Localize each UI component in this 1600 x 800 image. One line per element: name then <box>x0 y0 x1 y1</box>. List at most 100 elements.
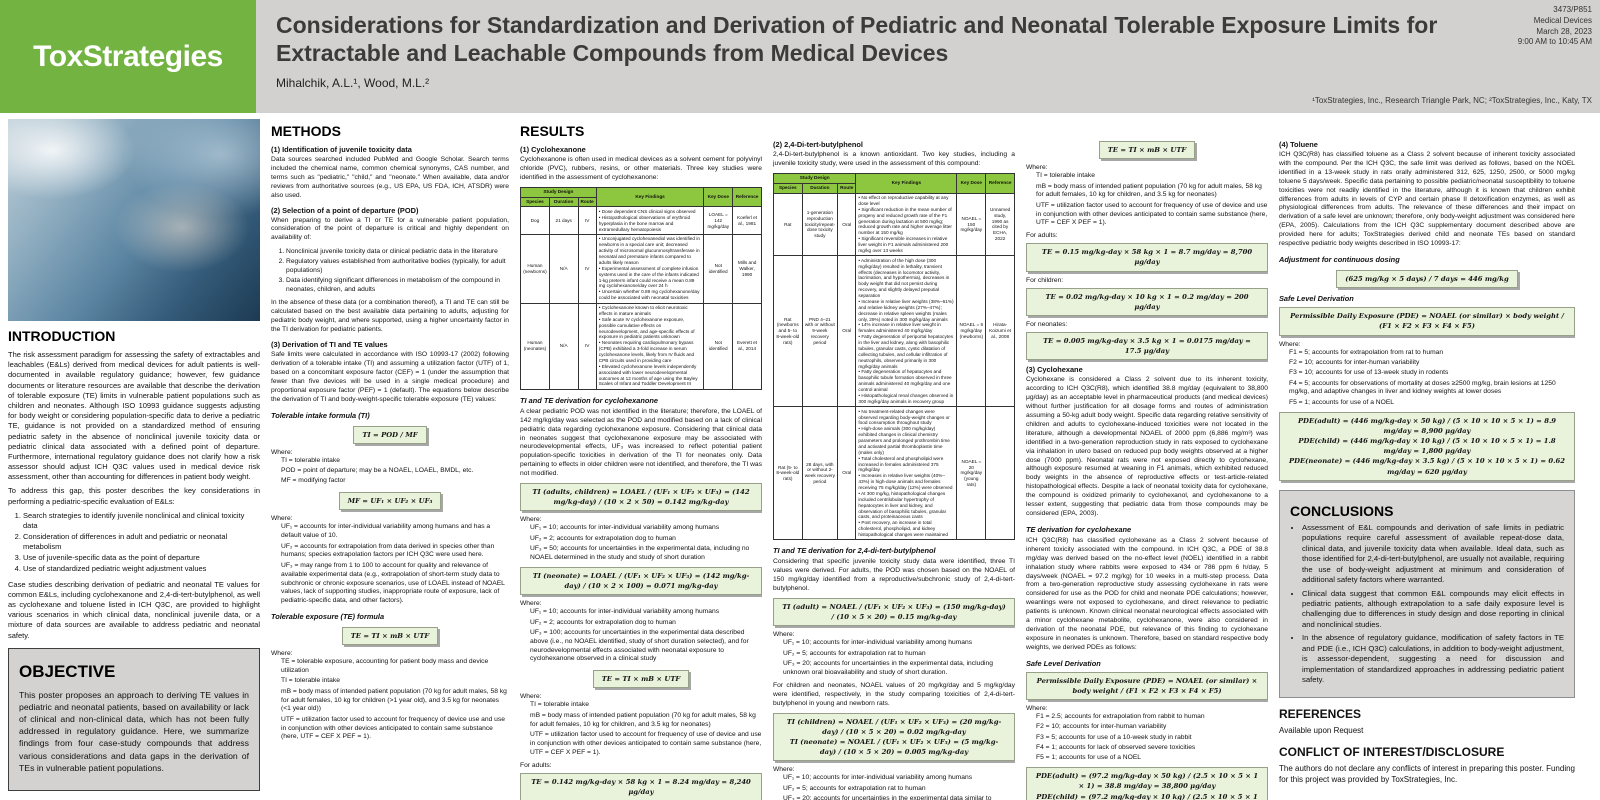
th-key-findings: Key Findings <box>595 186 705 208</box>
cyclohexanone-ti-neonate-formula: TI (neonate) = LOAEL / (UF₁ × UF₂ × UF₃)… <box>520 566 762 596</box>
list-item: TI = tolerable intake <box>530 701 589 709</box>
table-cell: Not identified <box>703 233 734 304</box>
methods-s3-text: Safe limits were calculated in accordanc… <box>271 351 509 403</box>
list-item: Use of standardized pediatric weight adj… <box>23 564 260 574</box>
list-item: F3 = 10; accounts for use of 13-week stu… <box>1289 369 1449 377</box>
table-cell: N/A <box>548 233 579 304</box>
mf-where-list: UF₁ = accounts for inter-individual vari… <box>271 523 509 606</box>
table-cell: Rat (5- to 8-week-old rats) <box>773 406 803 541</box>
table-cell: Oral <box>837 406 857 541</box>
cyclohexanone-ti-neonate-where: UF₁ = 10; accounts for inter-individual … <box>520 608 762 664</box>
conclusions-heading: CONCLUSIONS <box>1290 502 1394 519</box>
table-cell: Koeferl et al., 1981 <box>732 206 762 235</box>
list-item: mB = body mass of intended patient popul… <box>1036 182 1262 199</box>
list-item: UF₁ = 10; accounts for inter-individual … <box>530 524 720 532</box>
list-item: F4 = 1; accounts for lack of observed se… <box>1036 744 1196 752</box>
table-cell: • Cyclohexanone known to elicit neurotox… <box>595 302 705 390</box>
cyclohexanone-intro: Cyclohexanone is often used in medical d… <box>520 156 762 181</box>
references-text: Available upon Request <box>1279 725 1364 735</box>
list-item: F3 = 5; accounts for use of a 10-week st… <box>1036 733 1192 741</box>
poster-title: Considerations for Standardization and D… <box>276 12 1438 67</box>
column-results-3: TE = TI × mB × UTF Where: TI = tolerable… <box>1026 119 1268 800</box>
methods-s1-text: Data sources searched included PubMed an… <box>271 156 509 199</box>
introduction-paragraph: To address this gap, this poster describ… <box>8 486 260 506</box>
te-formula: TE = TI × mB × UTF <box>341 627 439 646</box>
poster-number: 3473/P851 <box>1553 5 1592 14</box>
table-cell: Dog <box>520 206 550 235</box>
list-item: UF₃ = may range from 1 to 100 to account… <box>281 561 505 605</box>
table-cell: Mills and Walker, 1990 <box>732 233 762 304</box>
th-key-dose: Key Dose <box>703 186 734 208</box>
where-label: Where: <box>520 600 542 608</box>
th-key-findings: Key Findings <box>855 172 958 194</box>
toluene-f-where: F1 = 5; accounts for extrapolation from … <box>1279 349 1575 408</box>
for-children-label: For children: <box>1026 276 1064 284</box>
list-item: Use of juvenile-specific data as the poi… <box>23 553 260 563</box>
where-label: Where: <box>271 650 293 658</box>
cyclohexane-f-where: F1 = 2.5; accounts for extrapolation fro… <box>1026 713 1268 763</box>
cyclohexanone-derivation-heading: TI and TE derivation for cyclohexanone <box>520 395 658 405</box>
objective-text: This poster proposes an approach to deri… <box>19 689 249 773</box>
list-item: TE = tolerable exposure, accounting for … <box>281 658 489 675</box>
cyclohexanone-derivation-text: A clear pediatric POD was not identified… <box>520 407 762 478</box>
where-label: Where: <box>773 631 795 639</box>
methods-s2-title: (2) Selection of a point of departure (P… <box>271 205 419 215</box>
toluene-pde-results: PDE(adult) = (446 mg/kg-day × 50 kg) / (… <box>1279 411 1575 481</box>
dtbp-cn-where: UF₁ = 10; accounts for inter-individual … <box>773 774 1015 800</box>
table-row: Human (neonates) N/A IV • Cyclohexanone kno… <box>520 302 762 390</box>
dtbp-ti-children-formula: TI (children) = NOAEL / (UF₁ × UF₂ × UF₃… <box>786 717 1002 736</box>
conflict-text: The authors do not declare any conflicts… <box>1279 763 1575 785</box>
cyclohexane-pde-child: PDE(child) = (97.2 mg/kg-day × 10 kg) / … <box>1036 792 1258 800</box>
table-cell: Everett et al., 2014 <box>732 302 762 390</box>
list-item: mB = body mass of intended patient popul… <box>281 687 507 713</box>
cyclohexanone-te-adults: TE = 0.142 mg/kg-day × 58 kg × 1 = 8.24 … <box>520 772 762 800</box>
table-cell: Oral <box>837 255 857 408</box>
list-item: F5 = 1; accounts for use of a NOEL <box>1036 754 1142 762</box>
cyclohexanone-key-studies-table: Study Design Key Findings Key Dose Refer… <box>520 186 762 390</box>
where-label: Where: <box>1026 164 1048 172</box>
list-item: UTF = utilization factor used to account… <box>530 731 762 756</box>
table-cell: • Dose dependent CNS clinical signs obse… <box>595 206 705 235</box>
dtbp-te-formula: TE = TI × mB × UTF <box>1098 141 1196 160</box>
list-item: TI = tolerable intake <box>281 677 340 685</box>
table-cell: 1-generation reproduction toxicity/repea… <box>801 192 839 257</box>
th-key-dose: Key Dose <box>956 172 987 194</box>
list-item: UF₃ = 50; accounts for uncertainties in … <box>530 545 750 561</box>
column-methods: METHODS (1) Identification of juvenile t… <box>271 119 509 800</box>
th-reference: Reference <box>732 186 762 208</box>
table-cell: N/A <box>548 302 579 390</box>
methods-s2-list: Nonclinical juvenile toxicity data or cl… <box>271 247 509 294</box>
list-item: Clinical data suggest that common E&L co… <box>1302 589 1564 631</box>
toxstrategies-logo: ToxStrategies <box>0 0 256 113</box>
dtbp-te-adults: TE = 0.15 mg/kg-day × 58 kg × 1 = 8.7 mg… <box>1026 243 1268 272</box>
results-heading: RESULTS <box>520 123 585 139</box>
dtbp-te-neonates: TE = 0.005 mg/kg-day × 3.5 kg × 1 = 0.01… <box>1026 332 1268 361</box>
th-study-design: Study Design <box>773 172 857 184</box>
dtbp-ti-children-neonate-formulas: TI (children) = NOAEL / (UF₁ × UF₂ × UF₃… <box>773 712 1015 762</box>
table-cell: Rat (newborns and 5- to 8-week-old rats) <box>773 255 803 408</box>
list-item: TI = tolerable intake <box>281 456 340 464</box>
where-label: Where: <box>773 766 795 774</box>
th-study-design: Study Design <box>520 186 597 198</box>
table-cell: PND 4–21 with or without 9-week recovery… <box>801 255 839 408</box>
list-item: POD = point of departure; may be a NOAEL… <box>281 467 474 475</box>
list-item: UF₁ = 10; accounts for inter-individual … <box>783 774 973 782</box>
list-item: Nonclinical juvenile toxicity data or cl… <box>286 247 509 256</box>
conflict-heading: CONFLICT OF INTEREST/DISCLOSURE <box>1279 744 1505 759</box>
session-meta: 3473/P851 Medical Devices March 28, 2023… <box>1518 5 1592 48</box>
dtbp-intro: 2,4-Di-tert-butylphenol is a known antio… <box>773 151 1015 167</box>
affiliations: ¹ToxStrategies, Inc., Research Triangle … <box>1312 96 1592 105</box>
ti-formula: TI = POD / MF <box>353 425 427 444</box>
mf-formula: MF = UF₁ × UF₂ × UF₃ <box>338 492 442 511</box>
introduction-heading: INTRODUCTION <box>8 328 116 344</box>
toluene-adjustment-heading: Adjustment for continuous dosing <box>1279 254 1400 264</box>
objective-heading: OBJECTIVE <box>19 661 116 681</box>
cyclohexane-pde-adult: PDE(adult) = (97.2 mg/kg-day × 50 kg) / … <box>1035 772 1259 791</box>
list-item: In the absence of regulatory guidance, m… <box>1302 633 1564 685</box>
column-results-2: (2) 2,4-Di-tert-butylphenol 2,4-Di-tert-… <box>773 119 1015 800</box>
session-date: March 28, 2023 <box>1536 26 1592 36</box>
list-item: F1 = 5; accounts for extrapolation from … <box>1289 348 1444 356</box>
methods-s1-title: (1) Identification of juvenile toxicity … <box>271 145 412 154</box>
table-cell: IV <box>577 233 597 304</box>
